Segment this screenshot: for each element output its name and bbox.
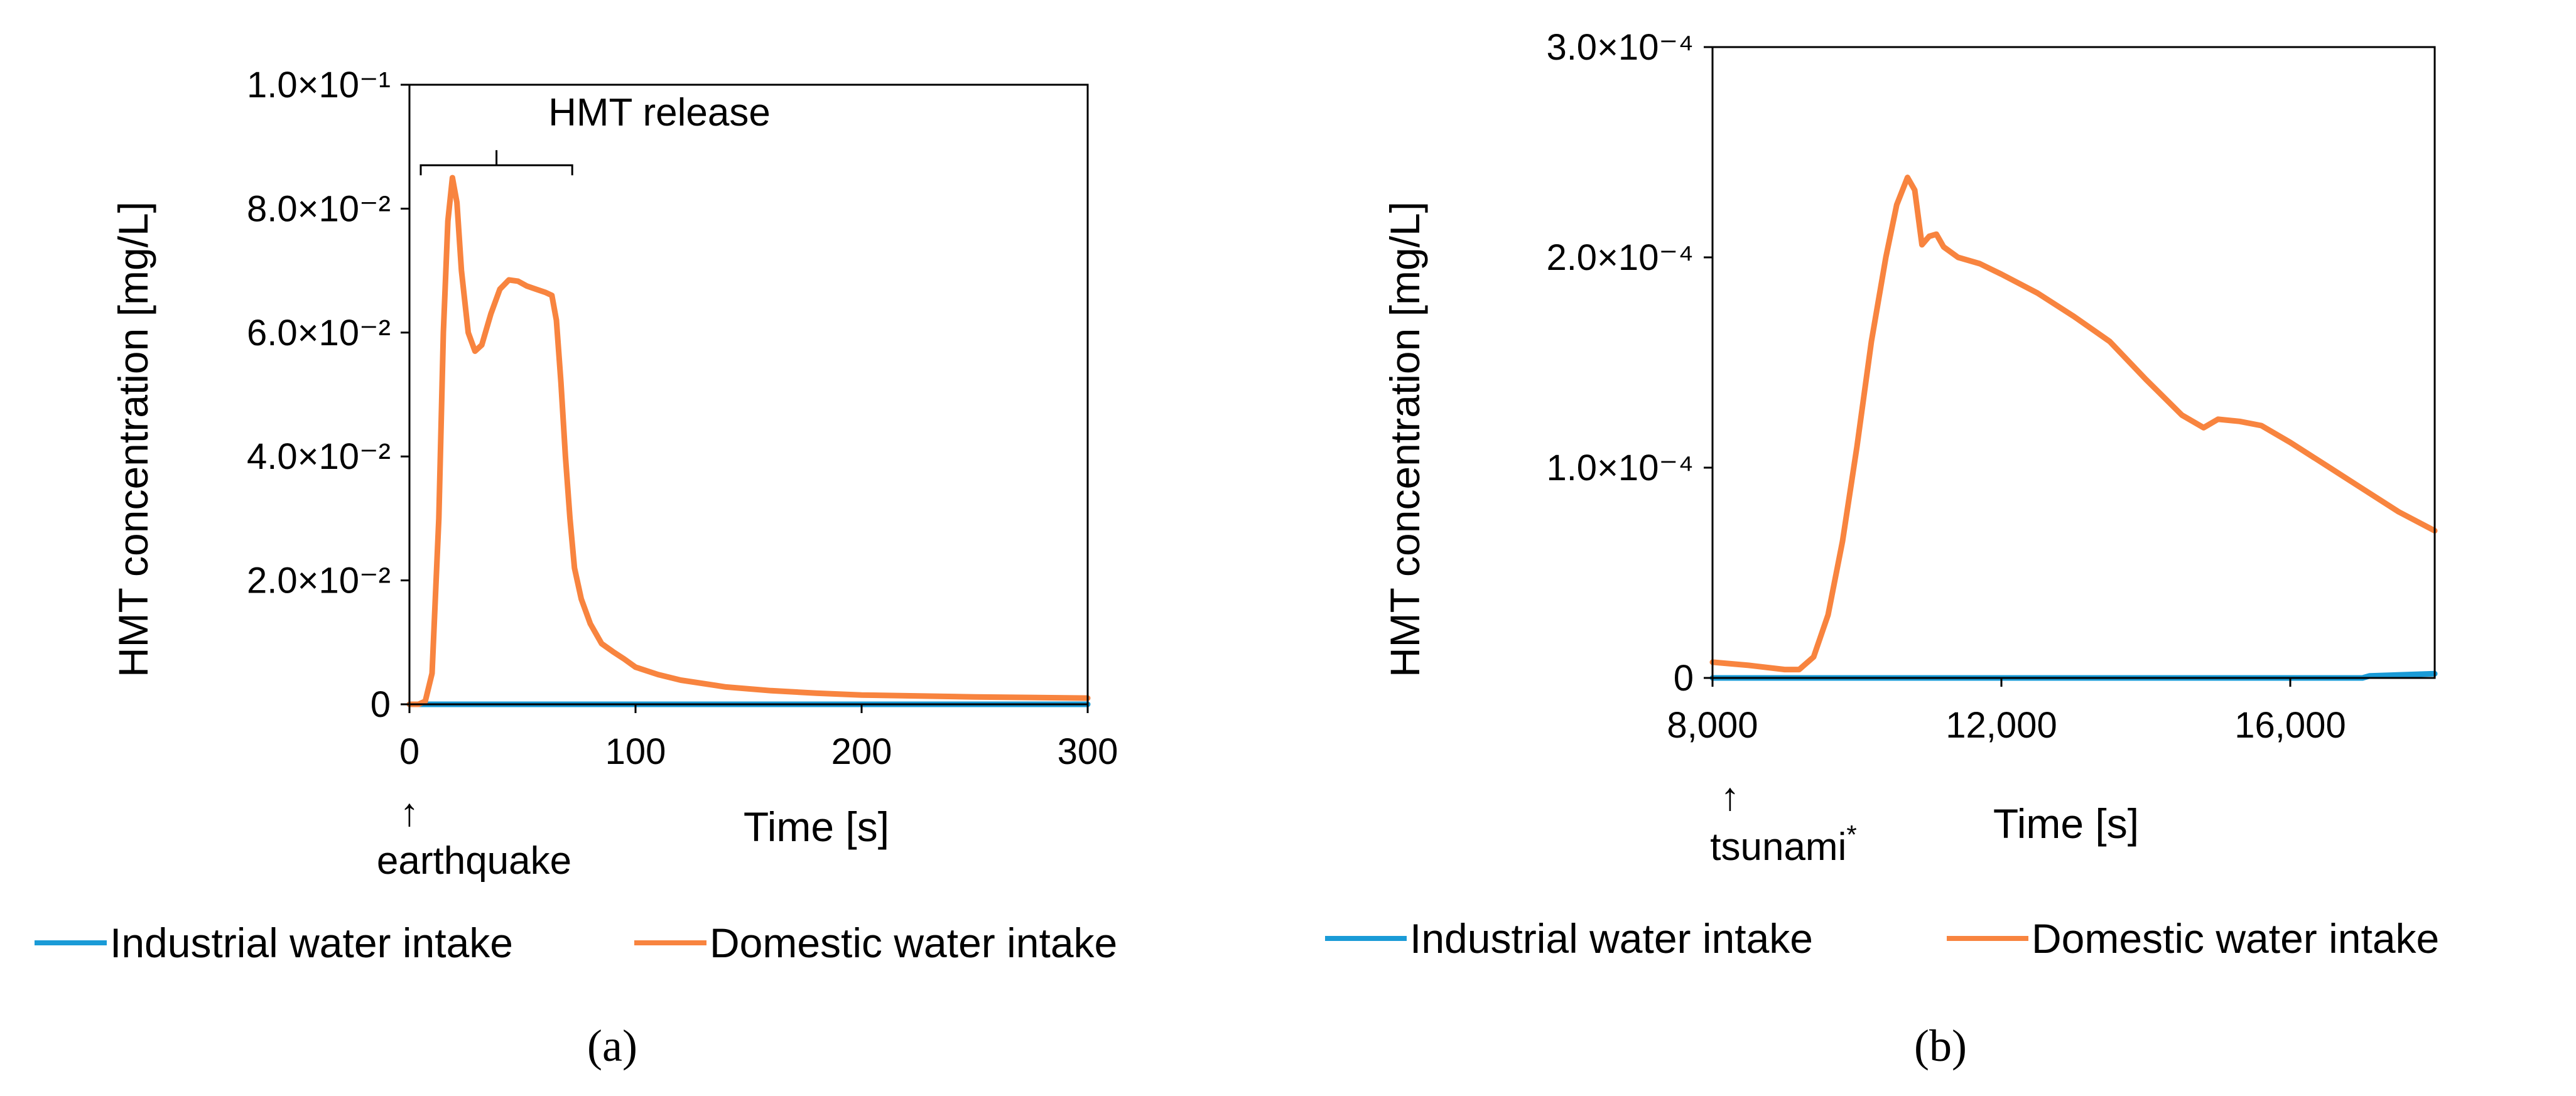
panel-b-y-ticks: 0 1.0×10⁻⁴ 2.0×10⁻⁴ 3.0×10⁻⁴ bbox=[1546, 27, 1713, 699]
panel-b-series-lines bbox=[1709, 175, 2438, 681]
panel-b-x-axis-label: Time [s] bbox=[1993, 800, 2139, 847]
panel-b: 0 1.0×10⁻⁴ 2.0×10⁻⁴ 3.0×10⁻⁴ 8,000 12,000 16,… bbox=[1325, 27, 2439, 1071]
panel-a-legend-industrial-label: Industrial water intake bbox=[110, 920, 513, 966]
panel-a-x-tick-label: 200 bbox=[831, 731, 892, 772]
panel-b-event-arrow: ↑ bbox=[1721, 775, 1740, 819]
panel-a-y-tick-label: 1.0×10⁻¹ bbox=[247, 65, 391, 105]
panel-a-y-ticks: 0 2.0×10⁻² 4.0×10⁻² 6.0×10⁻² 8.0×10⁻² 1.0×10⁻… bbox=[247, 65, 409, 725]
panel-a-caption: (a) bbox=[587, 1021, 637, 1071]
panel-a-x-tick-label: 0 bbox=[399, 731, 419, 772]
panel-b-series-domestic-line bbox=[1709, 175, 2438, 673]
panel-a: 0 2.0×10⁻² 4.0×10⁻² 6.0×10⁻² 8.0×10⁻² 1.0×10⁻… bbox=[35, 65, 1118, 1071]
panel-a-plot-frame bbox=[408, 83, 1089, 706]
panel-b-legend-industrial-label: Industrial water intake bbox=[1410, 915, 1813, 962]
panel-b-x-tick-label: 8,000 bbox=[1667, 705, 1758, 746]
panel-b-x-tick-label: 16,000 bbox=[2234, 705, 2346, 746]
panel-a-x-tick-label: 300 bbox=[1058, 731, 1118, 772]
panel-a-release-bracket bbox=[419, 150, 573, 176]
panel-b-y-tick-label: 1.0×10⁻⁴ bbox=[1546, 448, 1694, 488]
panel-a-event-label: earthquake bbox=[377, 839, 571, 883]
panel-b-y-tick-label: 0 bbox=[1674, 658, 1694, 699]
panel-a-x-tick-label: 100 bbox=[605, 731, 666, 772]
panel-a-y-axis-label: HMT concentration [mg/L] bbox=[110, 201, 156, 677]
panel-a-y-tick-label: 6.0×10⁻² bbox=[247, 313, 391, 353]
panel-a-x-ticks: 0 100 200 300 bbox=[399, 704, 1118, 772]
panel-a-x-axis-label: Time [s] bbox=[744, 803, 889, 850]
panel-b-legend-domestic-label: Domestic water intake bbox=[2032, 915, 2439, 962]
panel-b-y-tick-label: 2.0×10⁻⁴ bbox=[1546, 237, 1694, 278]
panel-b-y-axis-label: HMT concentration [mg/L] bbox=[1382, 201, 1428, 677]
panel-b-plot-frame bbox=[1711, 46, 2436, 679]
panel-a-y-tick-label: 8.0×10⁻² bbox=[247, 188, 391, 229]
panel-a-series-domestic-line bbox=[406, 175, 1091, 707]
panel-a-event-arrow: ↑ bbox=[400, 791, 419, 834]
panel-b-x-tick-label: 12,000 bbox=[1946, 705, 2057, 746]
panel-b-y-tick-label: 3.0×10⁻⁴ bbox=[1546, 27, 1694, 68]
panel-a-series-lines bbox=[406, 175, 1091, 707]
panel-a-legend-domestic-label: Domestic water intake bbox=[710, 920, 1117, 966]
panel-b-caption: (b) bbox=[1914, 1021, 1967, 1071]
panel-b-x-ticks: 8,000 12,000 16,000 bbox=[1667, 678, 2346, 746]
panel-b-event-label: tsunami* bbox=[1710, 820, 1856, 869]
panel-b-event-label-text: tsunami bbox=[1710, 825, 1846, 869]
panel-a-y-tick-label: 0 bbox=[371, 684, 391, 725]
panel-a-y-tick-label: 4.0×10⁻² bbox=[247, 436, 391, 477]
panel-a-y-tick-label: 2.0×10⁻² bbox=[247, 561, 391, 601]
panel-b-event-label-sup: * bbox=[1846, 820, 1856, 849]
panel-a-release-label: HMT release bbox=[548, 91, 771, 134]
